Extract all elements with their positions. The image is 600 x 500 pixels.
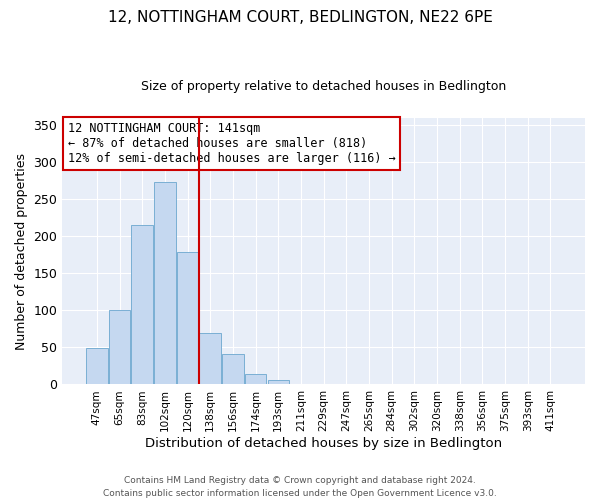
Text: Contains HM Land Registry data © Crown copyright and database right 2024.
Contai: Contains HM Land Registry data © Crown c… xyxy=(103,476,497,498)
Y-axis label: Number of detached properties: Number of detached properties xyxy=(15,152,28,350)
Bar xyxy=(245,374,266,384)
Title: Size of property relative to detached houses in Bedlington: Size of property relative to detached ho… xyxy=(141,80,506,93)
Bar xyxy=(222,354,244,384)
Bar xyxy=(154,182,176,384)
X-axis label: Distribution of detached houses by size in Bedlington: Distribution of detached houses by size … xyxy=(145,437,502,450)
Bar xyxy=(86,348,107,385)
Text: 12, NOTTINGHAM COURT, BEDLINGTON, NE22 6PE: 12, NOTTINGHAM COURT, BEDLINGTON, NE22 6… xyxy=(107,10,493,25)
Bar xyxy=(268,380,289,384)
Bar xyxy=(199,332,221,384)
Bar xyxy=(177,252,199,384)
Text: 12 NOTTINGHAM COURT: 141sqm
← 87% of detached houses are smaller (818)
12% of se: 12 NOTTINGHAM COURT: 141sqm ← 87% of det… xyxy=(68,122,395,165)
Bar xyxy=(131,225,153,384)
Bar xyxy=(109,310,130,384)
